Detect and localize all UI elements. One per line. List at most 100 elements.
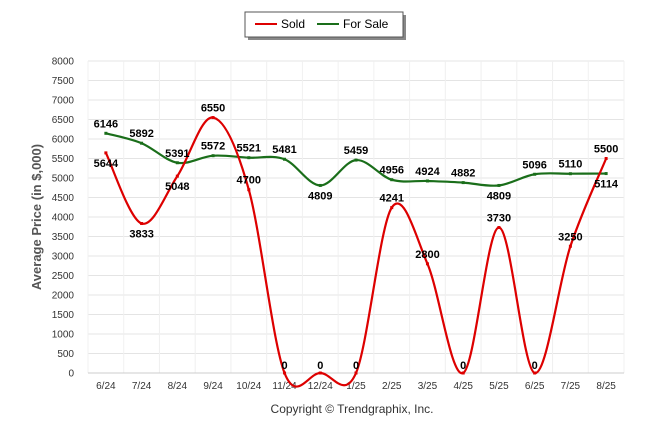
y-tick-label: 7000 xyxy=(52,96,75,107)
for-sale-point xyxy=(354,158,358,162)
for-sale-data-label: 4809 xyxy=(487,190,511,202)
sold-point xyxy=(211,116,215,120)
y-tick-label: 6000 xyxy=(52,135,75,146)
sold-data-label: 0 xyxy=(281,360,287,372)
legend: Sold For Sale xyxy=(244,11,406,40)
sold-data-label: 5644 xyxy=(94,158,119,170)
legend-sold-label: Sold xyxy=(281,17,305,31)
sold-point xyxy=(390,206,394,210)
sold-data-label: 6550 xyxy=(201,103,225,115)
y-tick-label: 500 xyxy=(57,349,74,360)
sold-data-label: 5048 xyxy=(165,181,189,193)
y-tick-label: 3500 xyxy=(52,232,75,243)
sold-data-label: 5500 xyxy=(594,144,618,156)
x-tick-label: 7/25 xyxy=(561,381,581,392)
copyright-text: Copyright © Trendgraphix, Inc. xyxy=(271,402,434,416)
for-sale-point xyxy=(497,183,501,187)
for-sale-data-label: 5892 xyxy=(129,128,153,140)
sold-point xyxy=(354,371,358,375)
for-sale-point xyxy=(175,161,179,165)
series-lines xyxy=(104,116,608,388)
for-sale-point xyxy=(140,141,144,145)
for-sale-point xyxy=(568,172,572,176)
x-tick-label: 10/24 xyxy=(236,381,261,392)
sold-point xyxy=(461,371,465,375)
sold-data-label: 3833 xyxy=(129,229,153,241)
y-axis-ticks: 0 500 1000 1500 2000 2500 3000 3500 4000 4500 5000… xyxy=(52,57,75,380)
y-tick-label: 7500 xyxy=(52,76,75,87)
x-tick-label: 8/25 xyxy=(596,381,616,392)
y-tick-label: 2000 xyxy=(52,291,75,302)
sold-point xyxy=(175,174,179,178)
for-sale-point xyxy=(104,131,108,135)
sold-data-label: 0 xyxy=(317,360,323,372)
for-sale-data-label: 6146 xyxy=(94,118,118,130)
sold-data-label: 4700 xyxy=(237,175,261,187)
legend-for-sale-label: For Sale xyxy=(343,17,389,31)
sold-point xyxy=(533,371,537,375)
for-sale-point xyxy=(283,157,287,161)
sold-point xyxy=(104,151,108,155)
x-tick-label: 7/24 xyxy=(132,381,152,392)
for-sale-data-label: 5110 xyxy=(558,159,582,171)
data-labels: 5644 3833 5048 6550 4700 0 0 0 4241 2800 0 3730 0 325… xyxy=(94,103,619,372)
x-tick-label: 3/25 xyxy=(418,381,438,392)
sold-data-label: 0 xyxy=(532,360,538,372)
for-sale-data-label: 5572 xyxy=(201,141,225,153)
for-sale-point xyxy=(211,154,215,158)
sold-point xyxy=(425,262,429,266)
x-tick-label: 8/24 xyxy=(168,381,188,392)
for-sale-data-label: 5391 xyxy=(165,148,189,160)
x-tick-label: 5/25 xyxy=(489,381,509,392)
sold-data-label: 4241 xyxy=(379,193,403,205)
sold-data-label: 3730 xyxy=(487,213,511,225)
y-tick-label: 3000 xyxy=(52,252,75,263)
for-sale-point xyxy=(390,178,394,182)
y-tick-label: 5500 xyxy=(52,154,75,165)
x-tick-label: 6/24 xyxy=(96,381,116,392)
x-tick-label: 4/25 xyxy=(453,381,473,392)
sold-data-label: 3250 xyxy=(558,231,582,243)
sold-point xyxy=(318,371,322,375)
x-tick-label: 12/24 xyxy=(308,381,333,392)
for-sale-data-label: 4809 xyxy=(308,190,332,202)
y-tick-label: 4500 xyxy=(52,193,75,204)
y-axis-label: Average Price (in $,000) xyxy=(29,144,44,290)
sold-point xyxy=(497,226,501,230)
for-sale-data-label: 5096 xyxy=(522,159,546,171)
sold-series-line xyxy=(104,116,608,388)
for-sale-point xyxy=(461,181,465,185)
for-sale-point xyxy=(425,179,429,183)
sold-point xyxy=(247,188,251,192)
for-sale-data-label: 5114 xyxy=(594,179,619,191)
y-tick-label: 4000 xyxy=(52,213,75,224)
x-tick-label: 2/25 xyxy=(382,381,402,392)
for-sale-data-label: 5481 xyxy=(272,144,296,156)
x-tick-label: 1/25 xyxy=(346,381,366,392)
x-tick-label: 11/24 xyxy=(272,381,297,392)
for-sale-point xyxy=(247,156,251,160)
x-tick-label: 6/25 xyxy=(525,381,545,392)
sold-point xyxy=(568,244,572,248)
for-sale-point xyxy=(318,183,322,187)
y-tick-label: 0 xyxy=(68,369,74,380)
y-tick-label: 2500 xyxy=(52,271,75,282)
for-sale-data-label: 4924 xyxy=(415,166,440,178)
for-sale-data-label: 5521 xyxy=(237,143,261,155)
y-tick-label: 1000 xyxy=(52,330,75,341)
sold-data-label: 0 xyxy=(353,360,359,372)
sold-point xyxy=(604,157,608,160)
for-sale-point xyxy=(604,172,608,176)
for-sale-point xyxy=(533,172,537,176)
y-tick-label: 8000 xyxy=(52,57,75,68)
sold-data-label: 2800 xyxy=(415,249,439,261)
y-tick-label: 5000 xyxy=(52,174,75,185)
sold-point xyxy=(140,222,144,226)
y-tick-label: 1500 xyxy=(52,310,75,321)
x-axis-ticks: 6/24 7/24 8/24 9/24 10/24 11/24 12/24 1/25 2/25 3… xyxy=(96,381,616,392)
for-sale-data-label: 5459 xyxy=(344,145,368,157)
sold-data-label: 0 xyxy=(460,360,466,372)
for-sale-data-label: 4882 xyxy=(451,168,475,180)
x-tick-label: 9/24 xyxy=(203,381,223,392)
